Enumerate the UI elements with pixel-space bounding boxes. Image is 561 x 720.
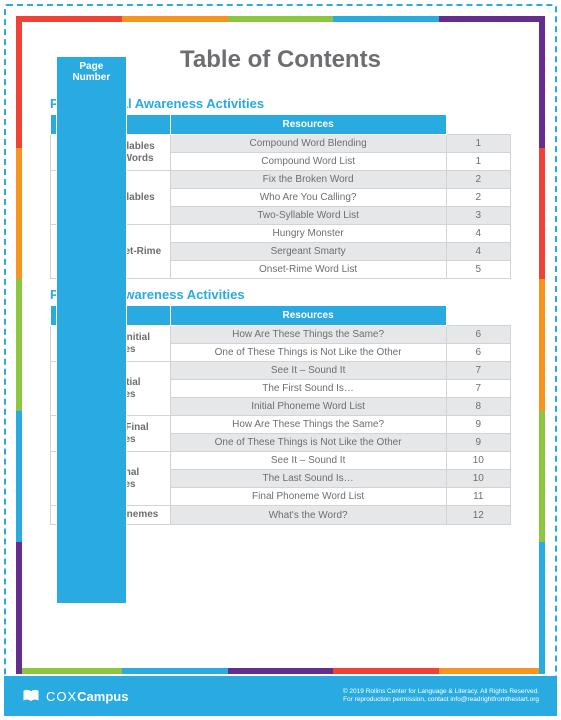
brand-cox: COX: [46, 689, 77, 704]
page-cell: 6: [446, 344, 510, 362]
page-cell: 8: [446, 398, 510, 416]
page-cell: 4: [446, 225, 510, 243]
resource-cell: Compound Word List: [170, 153, 446, 171]
footer-bar: COXCampus © 2019 Rollins Center for Lang…: [4, 676, 557, 716]
resource-cell: Final Phoneme Word List: [170, 488, 446, 506]
page-cell: 7: [446, 362, 510, 380]
column-header: Resources: [170, 306, 446, 326]
page-cell: 10: [446, 452, 510, 470]
resource-cell: How Are These Things the Same?: [170, 416, 446, 434]
page-cell: 5: [446, 261, 510, 279]
page-cell: 2: [446, 171, 510, 189]
column-header: Resources: [170, 115, 446, 135]
page-content: Table of Contents Phonological Awareness…: [28, 28, 533, 662]
resource-cell: Compound Word Blending: [170, 135, 446, 153]
page-cell: 10: [446, 470, 510, 488]
page-cell: 1: [446, 153, 510, 171]
book-icon: [22, 689, 40, 703]
reproduction-line: For reproduction permission, contact inf…: [343, 696, 539, 704]
resource-cell: What's the Word?: [170, 506, 446, 525]
resource-cell: Sergeant Smarty: [170, 243, 446, 261]
page-cell: 6: [446, 326, 510, 344]
page-cell: 9: [446, 416, 510, 434]
resource-cell: The Last Sound Is…: [170, 470, 446, 488]
resource-cell: One of These Things is Not Like the Othe…: [170, 344, 446, 362]
resource-cell: Onset-Rime Word List: [170, 261, 446, 279]
page-cell: 11: [446, 488, 510, 506]
page-cell: 9: [446, 434, 510, 452]
toc-table: SkillsResourcesPage NumberIdentifying In…: [50, 305, 511, 525]
page-cell: 1: [446, 135, 510, 153]
column-header: Page Number: [56, 56, 127, 604]
page-cell: 7: [446, 380, 510, 398]
resource-cell: Initial Phoneme Word List: [170, 398, 446, 416]
footer-legal: © 2019 Rollins Center for Language & Lit…: [343, 688, 539, 705]
page-cell: 4: [446, 243, 510, 261]
resource-cell: Who Are You Calling?: [170, 189, 446, 207]
brand-logo: COXCampus: [22, 689, 128, 704]
resource-cell: See It – Sound It: [170, 452, 446, 470]
page-cell: 2: [446, 189, 510, 207]
resource-cell: One of These Things is Not Like the Othe…: [170, 434, 446, 452]
resource-cell: The First Sound Is…: [170, 380, 446, 398]
resource-cell: Fix the Broken Word: [170, 171, 446, 189]
resource-cell: Hungry Monster: [170, 225, 446, 243]
resource-cell: Two-Syllable Word List: [170, 207, 446, 225]
brand-campus: Campus: [77, 689, 128, 704]
page-cell: 3: [446, 207, 510, 225]
copyright-line: © 2019 Rollins Center for Language & Lit…: [343, 688, 539, 696]
page-cell: 12: [446, 506, 510, 525]
resource-cell: How Are These Things the Same?: [170, 326, 446, 344]
resource-cell: See It – Sound It: [170, 362, 446, 380]
